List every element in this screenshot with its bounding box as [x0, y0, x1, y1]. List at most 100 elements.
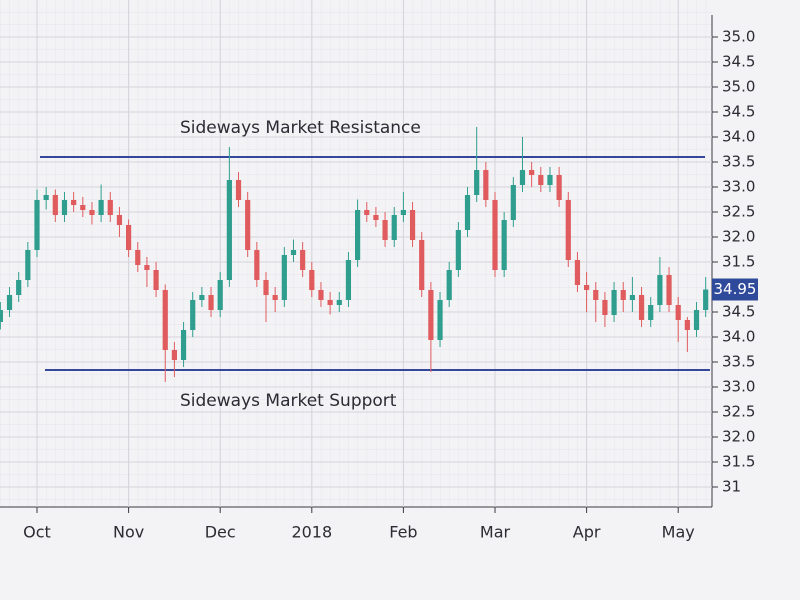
candle-body	[556, 175, 562, 200]
candle-body	[199, 295, 205, 300]
candle-body	[593, 290, 599, 300]
candle-body	[474, 170, 480, 195]
candle-body	[263, 280, 269, 295]
candle-body	[61, 200, 68, 215]
candle-body	[327, 300, 333, 305]
candle-body	[666, 275, 672, 305]
candle-body	[162, 290, 168, 350]
candle-body	[492, 200, 498, 270]
candle-body	[419, 240, 425, 290]
x-tick-label: 2018	[291, 523, 332, 542]
candle-body	[364, 210, 370, 215]
candle-body	[144, 265, 150, 270]
candle-body	[574, 260, 581, 285]
candle-body	[107, 200, 113, 215]
y-tick-label: 31.5	[722, 253, 755, 271]
x-tick-label: May	[662, 523, 695, 542]
candle-body	[464, 195, 471, 230]
candle-body	[116, 215, 123, 225]
candle-body	[254, 250, 260, 280]
candle-body	[226, 180, 232, 280]
candle-body	[675, 305, 681, 320]
candle-body	[217, 280, 223, 310]
candle-body	[693, 310, 700, 330]
candle-body	[657, 275, 663, 305]
y-tick-label: 33.0	[722, 178, 755, 196]
x-tick-label: Dec	[205, 523, 236, 542]
candle-body	[391, 215, 397, 240]
candle-body	[455, 230, 461, 270]
candle-body	[43, 195, 49, 200]
candle-body	[373, 215, 379, 220]
candle-body	[382, 220, 388, 240]
candle-body	[290, 250, 297, 255]
candle-body	[52, 195, 58, 215]
y-tick-label: 33.5	[722, 153, 755, 171]
candle-body	[235, 180, 242, 200]
y-tick-label: 34.5	[722, 103, 755, 121]
candle-body	[584, 285, 590, 290]
level-label: Sideways Market Resistance	[180, 118, 421, 138]
y-tick-label: 32.0	[722, 428, 755, 446]
level-label: Sideways Market Support	[180, 391, 397, 411]
y-tick-label: 31	[722, 478, 741, 496]
y-tick-label: 32.5	[722, 403, 755, 421]
candle-body	[318, 290, 324, 300]
candle-body	[529, 170, 535, 175]
y-tick-label: 34.0	[722, 128, 755, 146]
candle-body	[510, 185, 516, 220]
candle-body	[245, 200, 251, 250]
candle-body	[501, 220, 507, 270]
candle-body	[80, 205, 86, 210]
candle-body	[703, 289, 709, 310]
y-tick-label: 34.5	[722, 53, 755, 71]
candle-body	[16, 280, 22, 295]
candle-body	[336, 300, 342, 305]
candle-body	[126, 225, 132, 250]
candle-body	[638, 295, 645, 320]
y-tick-label: 33.0	[722, 378, 755, 396]
candle-body	[98, 200, 104, 215]
y-tick-label: 33.5	[722, 353, 755, 371]
candle-body	[208, 295, 214, 310]
candle-body	[400, 210, 406, 215]
y-tick-label: 32.0	[722, 228, 755, 246]
candle-body	[620, 290, 626, 300]
candle-body	[565, 200, 571, 260]
candle-body	[547, 175, 553, 185]
candle-body	[519, 170, 526, 185]
candle-body	[281, 255, 287, 300]
y-tick-label: 34.0	[722, 328, 755, 346]
candle-body	[180, 330, 187, 360]
candle-body	[437, 300, 443, 340]
candle-body	[428, 290, 434, 340]
candle-body	[538, 175, 544, 185]
candle-body	[153, 270, 159, 290]
x-tick-label: Nov	[113, 523, 144, 542]
candle-body	[71, 200, 77, 205]
last-price-box	[712, 278, 758, 301]
candle-body	[34, 200, 40, 250]
last-price-label: 34.95	[714, 280, 757, 298]
candle-body	[25, 250, 31, 280]
candle-body	[171, 350, 177, 360]
x-tick-label: Mar	[480, 523, 511, 542]
x-tick-label: Feb	[389, 523, 417, 542]
candle-body	[409, 210, 416, 240]
candle-body	[272, 295, 278, 300]
candle-body	[483, 170, 489, 200]
candle-body	[684, 320, 690, 330]
candle-body	[0, 310, 3, 322]
candle-body	[190, 300, 196, 330]
candle-body	[309, 270, 315, 290]
x-tick-label: Apr	[573, 523, 601, 542]
y-tick-label: 31.5	[722, 453, 755, 471]
candle-body	[135, 250, 141, 265]
candle-body	[629, 295, 635, 300]
candle-body	[602, 300, 608, 315]
candle-body	[300, 250, 306, 270]
y-tick-label: 35.0	[722, 28, 755, 46]
candle-body	[345, 260, 352, 300]
candle-body	[648, 305, 654, 320]
